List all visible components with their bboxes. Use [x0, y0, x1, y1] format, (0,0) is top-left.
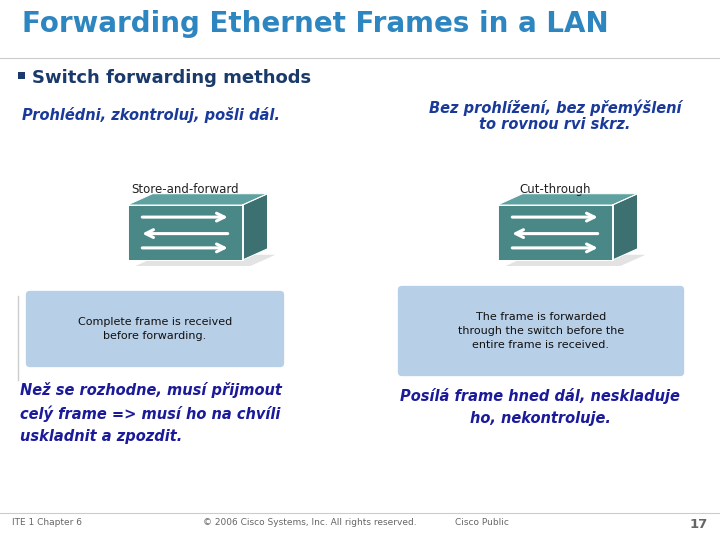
Text: Complete frame is received
before forwarding.: Complete frame is received before forwar…: [78, 317, 232, 341]
Text: Forwarding Ethernet Frames in a LAN: Forwarding Ethernet Frames in a LAN: [22, 10, 608, 38]
Text: to rovnou rvi skrz.: to rovnou rvi skrz.: [480, 117, 631, 132]
Polygon shape: [135, 255, 276, 266]
FancyBboxPatch shape: [18, 72, 25, 79]
Text: © 2006 Cisco Systems, Inc. All rights reserved.: © 2006 Cisco Systems, Inc. All rights re…: [203, 518, 417, 527]
Text: Cut-through: Cut-through: [519, 183, 590, 196]
Polygon shape: [243, 194, 268, 260]
FancyBboxPatch shape: [397, 285, 685, 377]
Text: The frame is forwarded
through the switch before the
entire frame is received.: The frame is forwarded through the switc…: [458, 312, 624, 350]
Text: Prohlédni, zkontroluj, pošli dál.: Prohlédni, zkontroluj, pošli dál.: [22, 107, 280, 123]
Polygon shape: [505, 255, 646, 266]
Text: Store-and-forward: Store-and-forward: [131, 183, 239, 196]
Polygon shape: [498, 205, 613, 260]
Text: Posílá frame hned dál, neskladuje
ho, nekontroluje.: Posílá frame hned dál, neskladuje ho, ne…: [400, 388, 680, 426]
Text: Cisco Public: Cisco Public: [455, 518, 509, 527]
Polygon shape: [613, 194, 637, 260]
Text: ITE 1 Chapter 6: ITE 1 Chapter 6: [12, 518, 82, 527]
Text: Bez prohlížení, bez přemýšlení: Bez prohlížení, bez přemýšlení: [428, 100, 681, 117]
Polygon shape: [498, 194, 637, 205]
FancyBboxPatch shape: [25, 290, 285, 368]
Text: Switch forwarding methods: Switch forwarding methods: [32, 69, 311, 87]
Polygon shape: [127, 194, 268, 205]
Polygon shape: [127, 205, 243, 260]
Text: Než se rozhodne, musí přijmout
celý frame => musí ho na chvíli
uskladnit a zpozd: Než se rozhodne, musí přijmout celý fram…: [20, 382, 282, 443]
Text: 17: 17: [690, 518, 708, 531]
